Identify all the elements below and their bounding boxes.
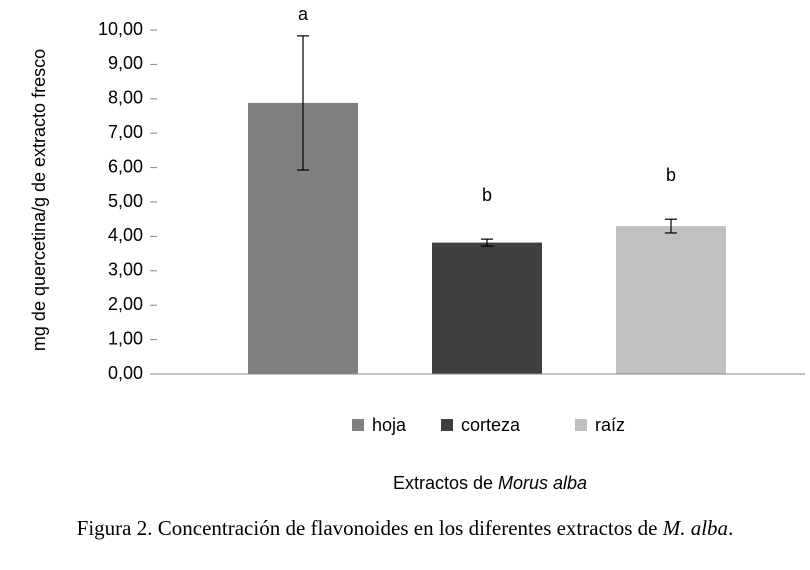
legend-label: raíz bbox=[595, 415, 625, 435]
annotation: a bbox=[298, 4, 309, 24]
annotation: b bbox=[666, 165, 676, 185]
caption-text: Figura 2. Concentración de flavonoides e… bbox=[77, 516, 663, 540]
bar bbox=[616, 226, 726, 374]
y-tick-label: 6,00 bbox=[108, 156, 143, 176]
y-tick-label: 5,00 bbox=[108, 191, 143, 211]
y-axis-label: mg de quercetina/g de extracto fresco bbox=[29, 49, 49, 351]
caption-italic: M. alba bbox=[662, 516, 728, 540]
legend-swatch bbox=[352, 419, 364, 431]
x-label-italic: Morus alba bbox=[498, 473, 587, 493]
bar bbox=[432, 242, 542, 374]
legend-label: corteza bbox=[461, 415, 521, 435]
y-tick-label: 4,00 bbox=[108, 225, 143, 245]
legend-label: hoja bbox=[372, 415, 407, 435]
annotation: b bbox=[482, 185, 492, 205]
legend-swatch bbox=[441, 419, 453, 431]
y-tick-label: 1,00 bbox=[108, 328, 143, 348]
x-label-text: Extractos de bbox=[393, 473, 498, 493]
x-axis-label: Extractos de Morus alba bbox=[393, 473, 587, 493]
y-tick-label: 10,00 bbox=[98, 19, 143, 39]
caption-end: . bbox=[728, 516, 733, 540]
y-tick-label: 0,00 bbox=[108, 363, 143, 383]
y-tick-label: 8,00 bbox=[108, 88, 143, 108]
caption: Figura 2. Concentración de flavonoides e… bbox=[77, 516, 734, 540]
legend-swatch bbox=[575, 419, 587, 431]
y-tick-label: 3,00 bbox=[108, 260, 143, 280]
y-tick-label: 7,00 bbox=[108, 122, 143, 142]
y-tick-label: 2,00 bbox=[108, 294, 143, 314]
y-tick-label: 9,00 bbox=[108, 53, 143, 73]
